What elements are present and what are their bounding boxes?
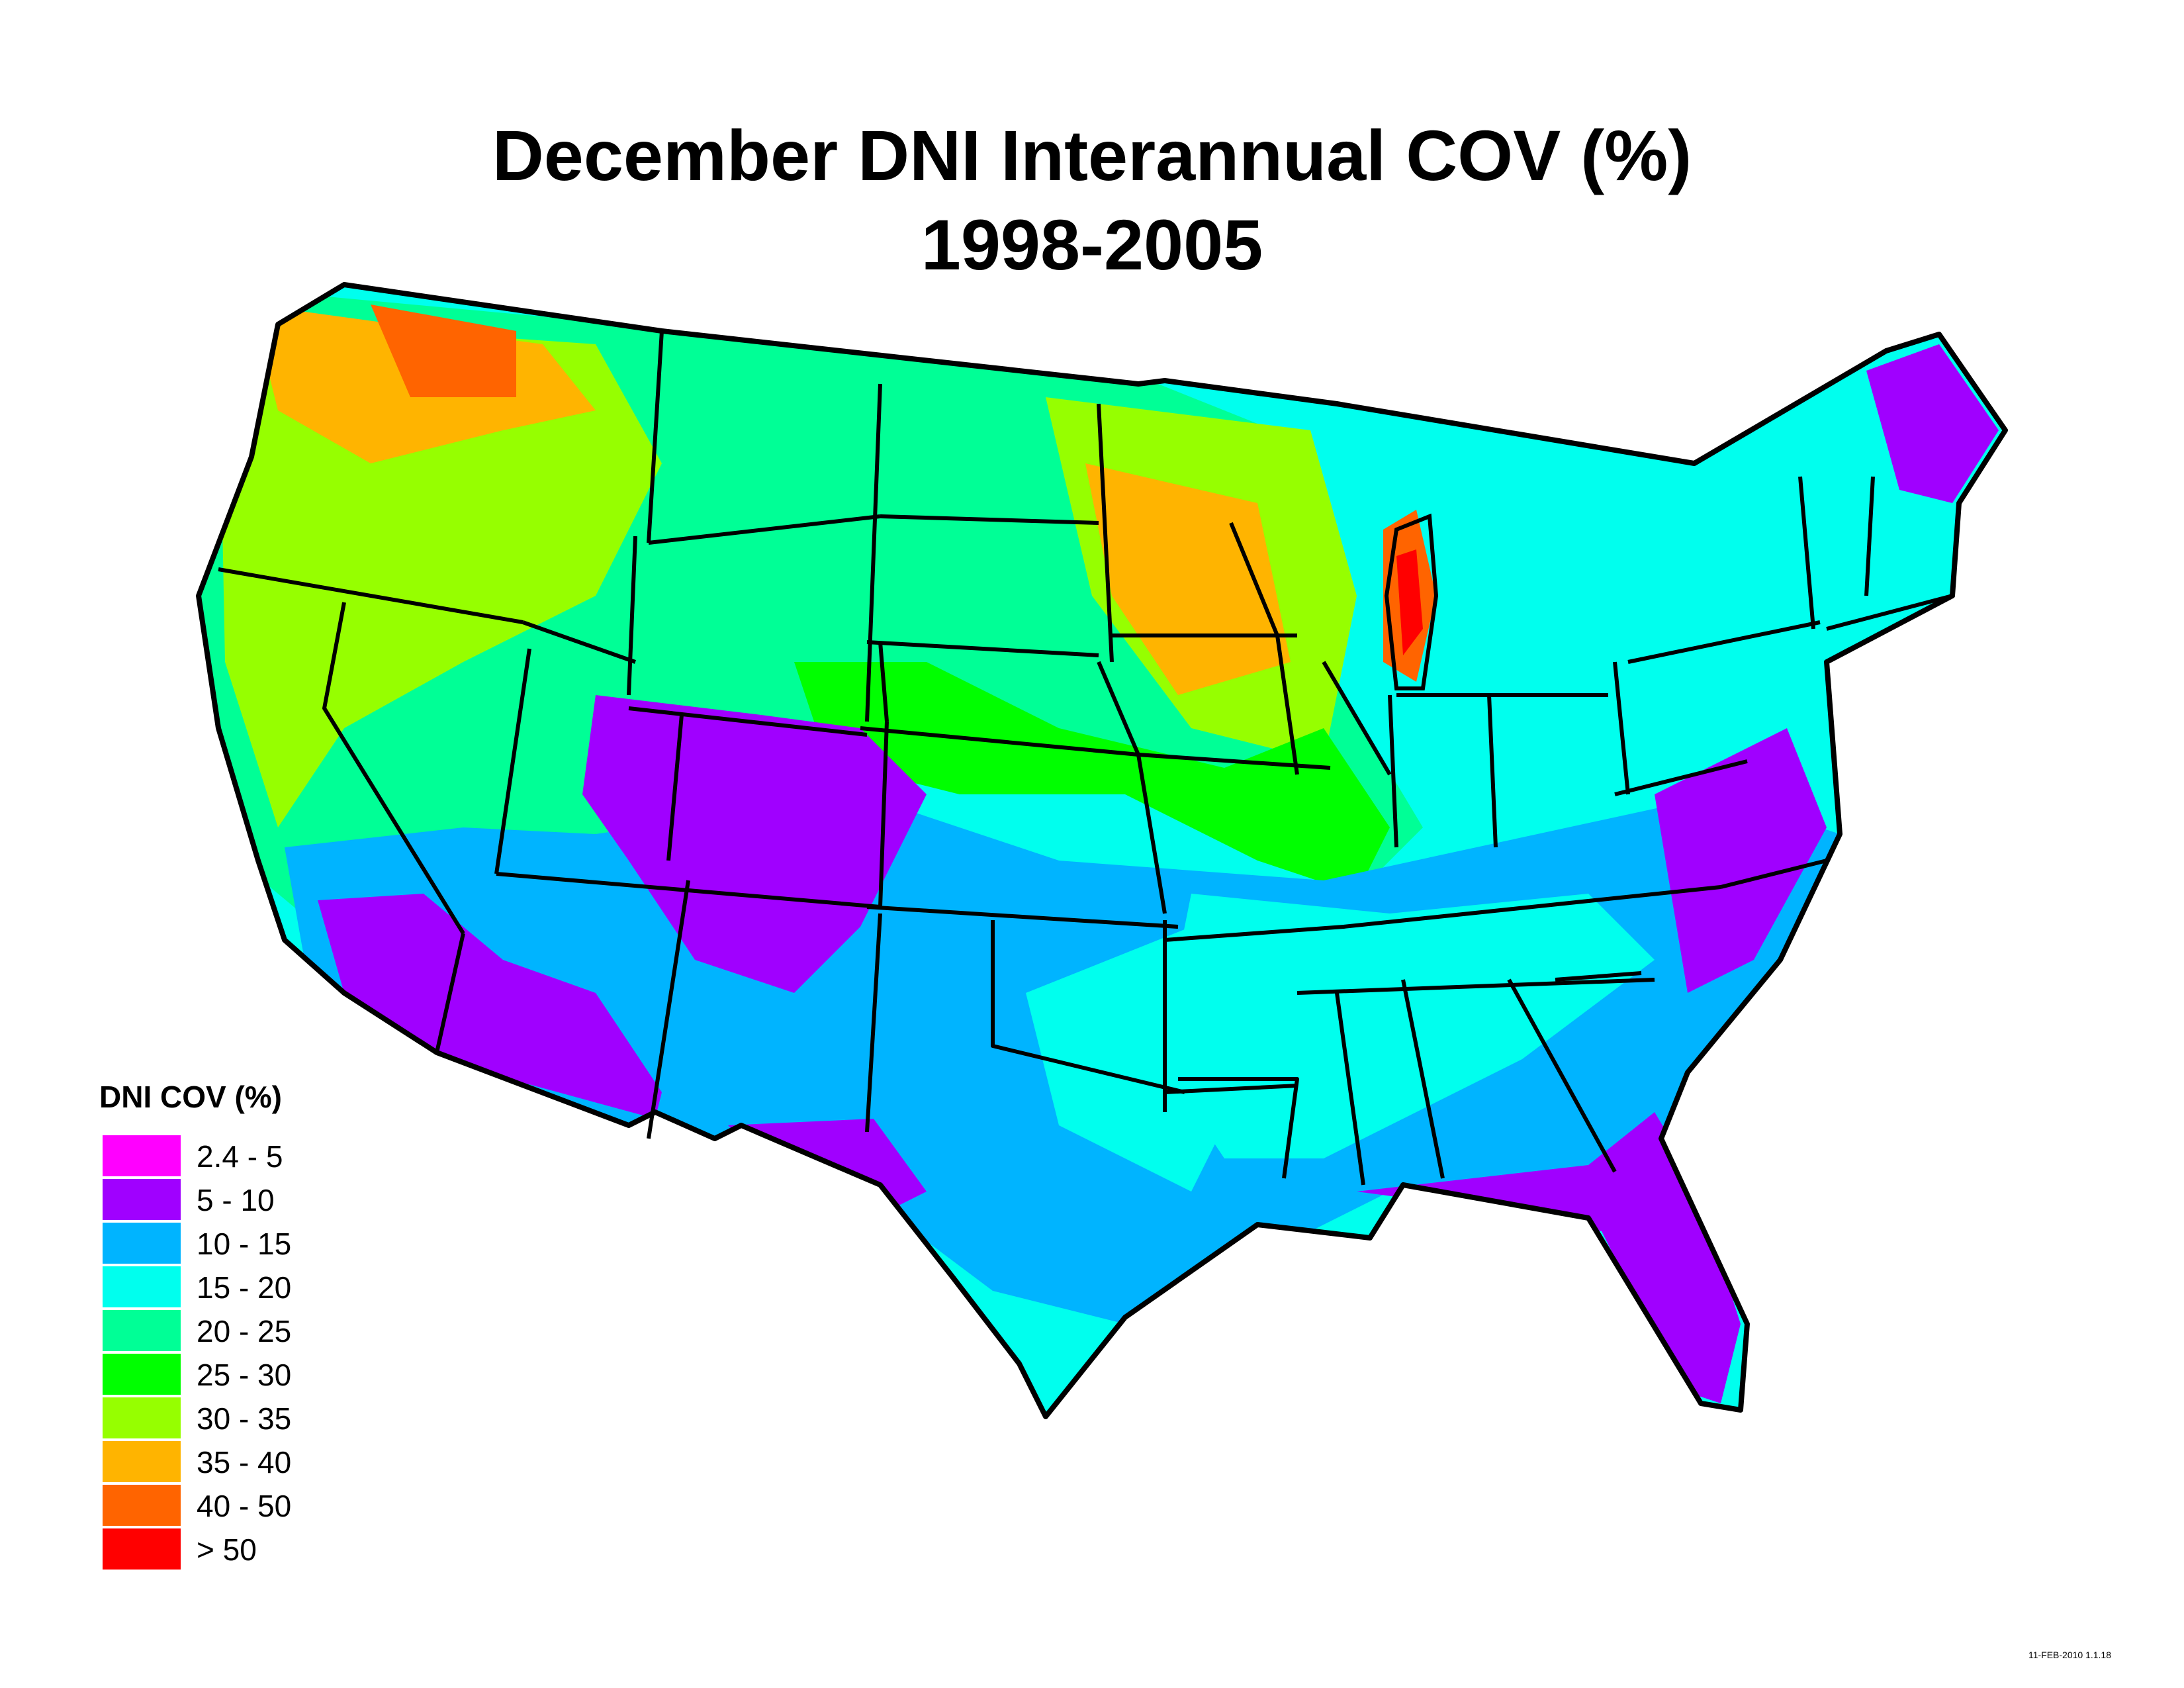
legend-swatch [103,1528,181,1570]
legend-swatch [103,1135,181,1176]
legend-title: DNI COV (%) [99,1080,282,1114]
legend-swatch [103,1397,181,1438]
legend-swatch [103,1441,181,1482]
legend-swatch [103,1310,181,1351]
us-outline [196,282,2008,1419]
legend-label: 5 - 10 [197,1183,275,1217]
legend-item: 10 - 15 [103,1223,500,1266]
legend-label: 20 - 25 [197,1314,292,1348]
legend-label: 2.4 - 5 [197,1139,283,1174]
legend-swatch [103,1485,181,1526]
legend-item: 2.4 - 5 [103,1135,500,1179]
legend-item: 15 - 20 [103,1266,500,1310]
legend-item: 25 - 30 [103,1354,500,1397]
state-borders [218,330,1953,1186]
map-subtitle-years: 1998-2005 [921,205,1263,285]
legend-label: 15 - 20 [197,1270,292,1305]
timestamp: 11-FEB-2010 1.1.18 [2028,1650,2111,1660]
legend-item: 5 - 10 [103,1179,500,1223]
lake-michigan [1384,513,1439,690]
legend-swatch [103,1179,181,1220]
legend-label: 25 - 30 [197,1358,292,1392]
legend-swatch [103,1223,181,1264]
legend-label: 10 - 15 [197,1227,292,1261]
legend-swatch [103,1266,181,1307]
legend-label: 30 - 35 [197,1401,292,1436]
legend-label: > 50 [197,1532,257,1567]
legend-label: 40 - 50 [197,1489,292,1523]
map-title: December DNI Interannual COV (%) [492,115,1692,195]
legend-swatch [103,1354,181,1395]
legend-item: > 50 [103,1528,500,1572]
legend-item: 40 - 50 [103,1485,500,1528]
legend-item: 30 - 35 [103,1397,500,1441]
legend-item: 20 - 25 [103,1310,500,1354]
legend-label: 35 - 40 [197,1445,292,1479]
legend-item: 35 - 40 [103,1441,500,1485]
